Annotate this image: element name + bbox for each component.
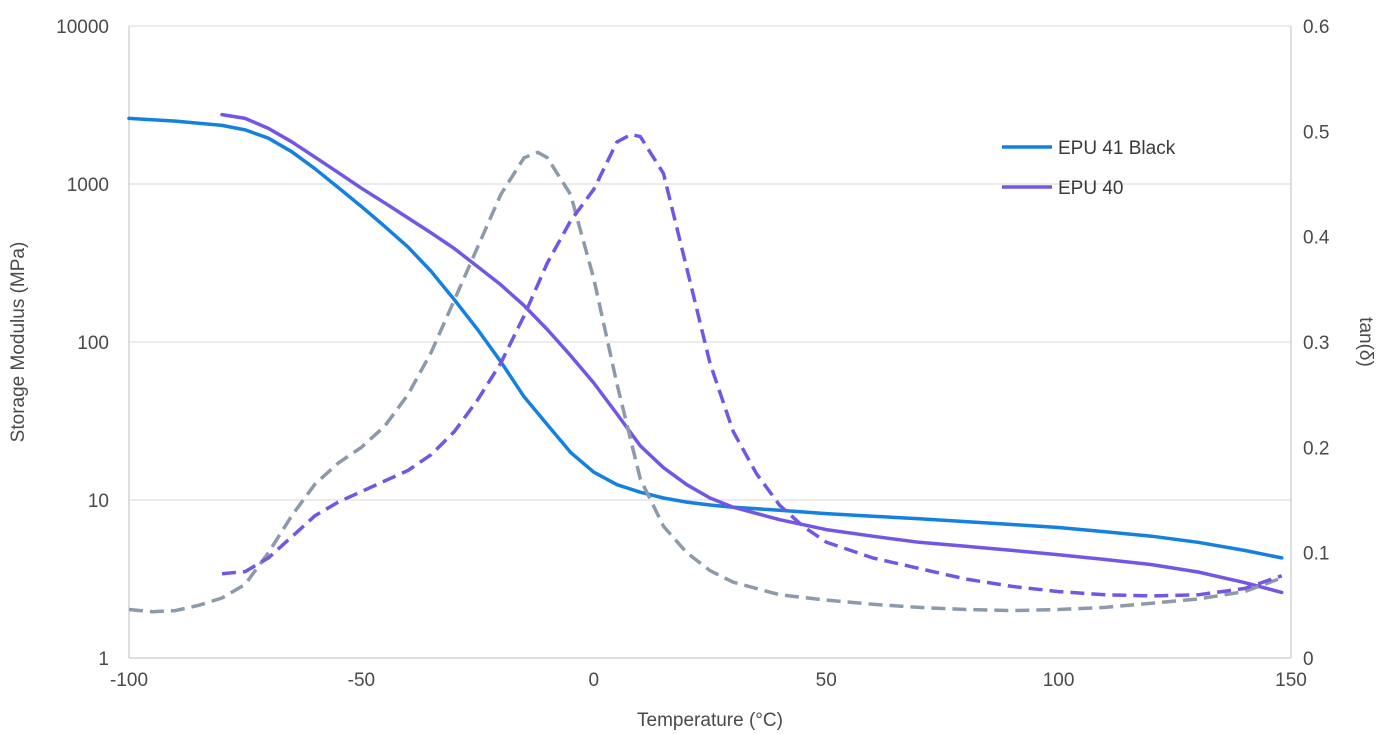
x-tick-label: 50 bbox=[816, 670, 837, 691]
x-tick-label: -50 bbox=[348, 670, 375, 691]
series-lines bbox=[127, 112, 1284, 614]
y-tick-label: 100 bbox=[77, 333, 109, 354]
series-line-epu-41-black bbox=[127, 116, 1284, 560]
x-tick-label: 0 bbox=[589, 670, 600, 691]
y-tick-label: 1 bbox=[98, 649, 109, 670]
x-axis-title: Temperature (°C) bbox=[637, 710, 783, 731]
legend: EPU 41 Black EPU 40 bbox=[1002, 138, 1176, 199]
tan-delta-line-2 bbox=[128, 150, 1283, 614]
y2-tick-label: 0.1 bbox=[1303, 544, 1329, 565]
legend-label-epu-40: EPU 40 bbox=[1058, 178, 1123, 199]
y2-tick-label: 0.6 bbox=[1303, 17, 1329, 38]
y2-tick-label: 0.3 bbox=[1303, 333, 1329, 354]
x-tick-label: -100 bbox=[110, 670, 148, 691]
x-tick-label: 150 bbox=[1275, 670, 1307, 691]
y2-tick-label: 0.4 bbox=[1303, 228, 1330, 249]
y2-axis-title: tan(δ) bbox=[1355, 317, 1376, 367]
y-tick-label: 1000 bbox=[67, 175, 109, 196]
axes bbox=[128, 26, 1292, 659]
y-axis-title: Storage Modulus (MPa) bbox=[8, 242, 29, 443]
y-tick-label: 10 bbox=[88, 491, 109, 512]
y-tick-label: 10000 bbox=[56, 17, 109, 38]
series-line-epu-40 bbox=[220, 112, 1284, 595]
y2-tick-label: 0.2 bbox=[1303, 438, 1329, 459]
tan-delta-line-3 bbox=[221, 132, 1283, 598]
legend-label-epu-41-black: EPU 41 Black bbox=[1058, 138, 1176, 159]
gridlines bbox=[129, 25, 1291, 659]
x-tick-label: 100 bbox=[1043, 670, 1075, 691]
y2-tick-label: 0 bbox=[1303, 649, 1314, 670]
y2-tick-label: 0.5 bbox=[1303, 122, 1329, 143]
